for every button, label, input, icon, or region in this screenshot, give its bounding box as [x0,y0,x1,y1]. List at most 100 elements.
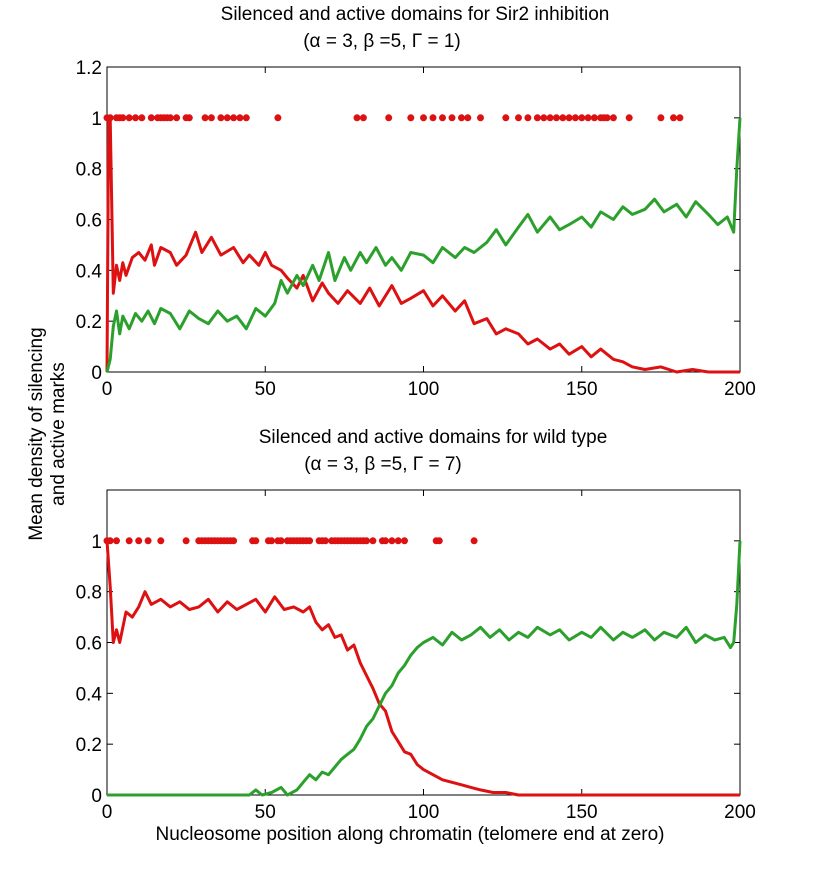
x-tick-label: 200 [724,379,756,400]
marker-silenced-sites [207,114,215,122]
marker-silenced-sites [144,537,152,545]
y-tick-label: 0.4 [76,261,103,282]
marker-silenced-sites [182,537,190,545]
x-tick-label: 200 [724,802,756,823]
y-tick-label: 1.2 [76,58,102,79]
y-tick-label: 1 [91,109,102,130]
marker-silenced-sites [125,537,133,545]
y-axis-label-group: Mean density of silencing and active mar… [26,327,69,540]
x-axis-label: Nucleosome position along chromatin (tel… [155,824,664,845]
marker-silenced-sites [132,114,139,122]
marker-silenced-sites [230,537,238,545]
chart-title: Silenced and active domains for Sir2 inh… [221,4,610,25]
y-tick-label: 0 [91,786,102,807]
marker-silenced-sites [477,114,484,122]
chart-subtitle: (α = 3, β =5, Γ = 1) [303,31,461,52]
y-tick-label: 0.2 [76,735,102,756]
marker-silenced-sites [388,537,396,545]
y-axis-label: and active marks [48,362,69,506]
marker-silenced-sites [609,114,617,122]
x-tick-label: 100 [408,802,440,823]
marker-silenced-sites [590,114,598,122]
marker-silenced-sites [242,114,250,122]
marker-silenced-sites [363,537,370,545]
marker-silenced-sites [559,114,567,122]
x-tick-label: 150 [566,379,598,400]
marker-silenced-sites [157,537,165,545]
marker-silenced-sites [603,114,611,122]
marker-silenced-sites [407,114,415,122]
marker-silenced-sites [252,537,260,545]
marker-silenced-sites [448,114,456,122]
marker-silenced-sites [502,114,510,122]
marker-silenced-sites [185,114,193,122]
marker-silenced-sites [359,114,367,122]
marker-silenced-sites [277,537,285,545]
y-axis-label: Mean density of silencing [26,327,47,540]
marker-silenced-sites [236,114,244,122]
marker-silenced-sites [173,114,181,122]
marker-silenced-sites [106,537,114,545]
y-tick-label: 0.6 [76,211,102,232]
chart-sir2-inhibition: Silenced and active domains for Sir2 inh… [76,4,756,400]
x-tick-label: 50 [255,379,276,400]
marker-silenced-sites [201,114,209,122]
x-tick-label: 0 [102,802,113,823]
y-tick-label: 0.8 [76,583,102,604]
marker-silenced-sites [584,114,592,122]
chart-wild-type: Silenced and active domains for wild typ… [76,427,756,823]
series-line-silencing [105,540,740,797]
marker-silenced-sites [125,114,133,122]
marker-silenced-sites [670,114,677,122]
series-line-silencing [105,116,740,374]
marker-silenced-sites [625,114,633,122]
marker-silenced-sites [106,114,114,122]
x-tick-label: 150 [566,802,598,823]
marker-silenced-sites [571,114,579,122]
marker-silenced-sites [552,114,560,122]
marker-silenced-sites [369,537,377,545]
marker-silenced-sites [401,537,408,545]
marker-silenced-sites [135,537,143,545]
marker-silenced-sites [353,114,361,122]
marker-silenced-sites [458,114,465,122]
marker-silenced-sites [464,114,472,122]
marker-silenced-sites [420,114,427,122]
marker-silenced-sites [147,114,155,122]
marker-silenced-sites [439,114,446,122]
marker-silenced-sites [382,537,389,545]
marker-silenced-sites [138,114,146,122]
chart-subtitle: (α = 3, β =5, Γ = 7) [304,454,462,475]
y-tick-label: 0.4 [76,684,103,705]
marker-silenced-sites [306,537,314,545]
marker-silenced-sites [274,114,282,122]
x-tick-label: 100 [408,379,440,400]
plot-area: 0 50 100 150 200 0 0.2 0.4 0.6 0.8 1 1.2 [76,58,756,400]
marker-silenced-sites [524,114,532,122]
y-tick-label: 0.2 [76,312,102,333]
marker-silenced-sites [385,114,393,122]
plot-area: 0 50 100 150 200 0 0.2 0.4 0.6 0.8 1 [76,489,756,823]
y-tick-label: 0 [91,363,102,384]
marker-silenced-sites [113,537,120,545]
marker-silenced-sites [230,114,238,122]
marker-silenced-sites [565,114,573,122]
series-line-active [105,117,742,373]
marker-silenced-sites [268,537,276,545]
marker-silenced-sites [676,114,684,122]
y-tick-label: 0.8 [76,160,102,181]
marker-silenced-sites [321,537,329,545]
marker-silenced-sites [533,114,541,122]
x-tick-label: 50 [255,802,276,823]
marker-silenced-sites [470,537,478,545]
marker-silenced-sites [435,537,443,545]
marker-silenced-sites [217,114,225,122]
series-line-active [107,540,742,797]
chart-title: Silenced and active domains for wild typ… [259,427,608,448]
marker-silenced-sites [657,114,665,122]
marker-silenced-sites [515,114,522,122]
marker-silenced-sites [429,114,437,122]
marker-silenced-sites [546,114,554,122]
marker-silenced-sites [166,114,174,122]
marker-silenced-sites [394,537,402,545]
